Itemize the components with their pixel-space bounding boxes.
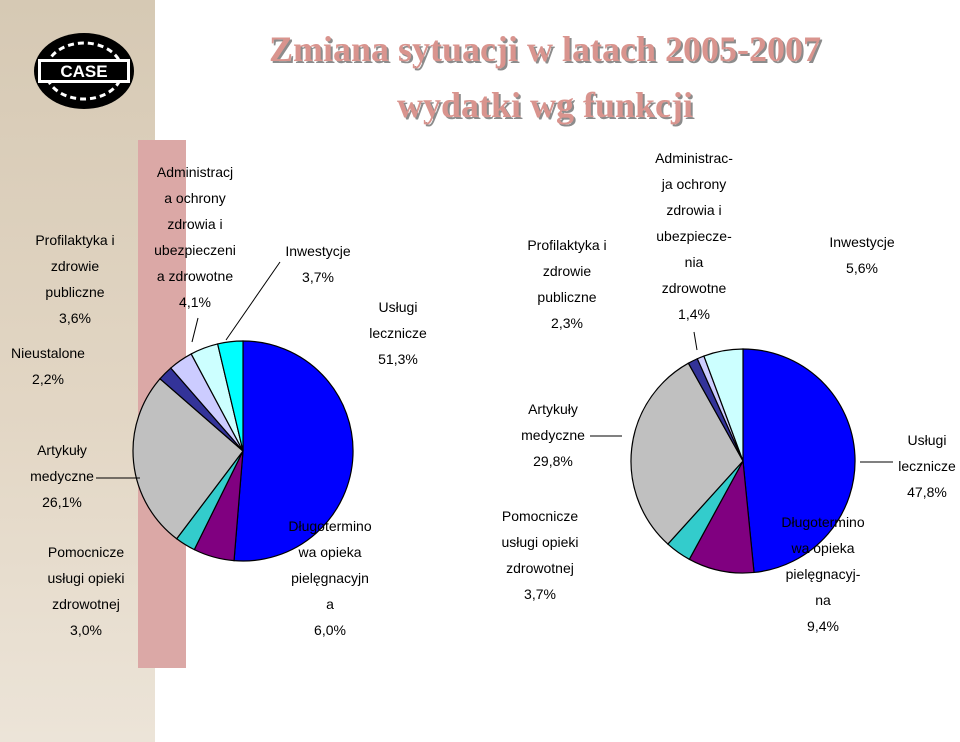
pie1-leader-inwestycje <box>225 261 281 341</box>
pie-slice-artykuly <box>132 377 244 540</box>
pie-slice-uslugi <box>233 340 354 562</box>
pie1-label-nieustalone: Nieustalone 2,2% <box>11 345 85 387</box>
pie2-label-artykuly: Artykuły medyczne 29,8% <box>521 401 585 469</box>
pie1-label-uslugi: Usługi lecznicze 51,3% <box>369 299 427 367</box>
pie-chart-2007 <box>630 348 856 574</box>
page-title-line1: Zmiana sytuacji w latach 2005-2007 <box>269 29 821 69</box>
pie2-label-uslugi: Usługi lecznicze 47,8% <box>898 432 956 500</box>
pie1-label-administracja: Administracj a ochrony zdrowia i ubezpiecze… <box>154 164 236 310</box>
pie2-leader-administracja <box>693 331 698 351</box>
pie-slice-administracja <box>703 348 744 462</box>
pie2-label-pomocnicze: Pomocnicze usługi opieki zdrowotnej 3,7% <box>501 508 578 602</box>
pie1-label-pomocnicze: Pomocnicze usługi opieki zdrowotnej 3,0% <box>47 544 124 638</box>
pie-slice-uslugi <box>742 348 856 574</box>
pie2-label-profilaktyka: Profilaktyka i zdrowie publiczne 2,3% <box>527 237 606 331</box>
pie-slice-artykuly <box>630 362 744 545</box>
pie1-label-dlugoterminowa: Długotermino wa opieka pielęgnacyjn a 6,0% <box>288 518 371 638</box>
case-logo: CASE <box>34 33 134 109</box>
pie2-label-administracja: Administrac-ja ochrony zdrowia i ubezpiecz… <box>655 150 733 322</box>
pie1-label-profilaktyka: Profilaktyka i zdrowie publiczne 3,6% <box>35 232 114 326</box>
sidebar-background <box>0 0 155 742</box>
pie1-leader-administracja <box>191 317 199 343</box>
pie-labels: Usługi lecznicze 51,3% Długotermino wa opiek… <box>11 150 956 638</box>
case-logo-text: CASE <box>60 62 107 81</box>
page-title-line2: wydatki wg funkcji <box>396 85 694 125</box>
pie1-label-artykuly: Artykuły medyczne 26,1% <box>30 442 94 510</box>
pie2-label-dlugoterminowa: Długotermino wa opieka pielęgnacyj-na 9,4% <box>781 514 864 634</box>
pie1-label-inwestycje: Inwestycje 3,7% <box>285 243 351 285</box>
pie-chart-2005 <box>132 340 354 562</box>
pie-slice-inwestycje <box>216 340 244 452</box>
pie2-label-inwestycje: Inwestycje 5,6% <box>829 234 895 276</box>
